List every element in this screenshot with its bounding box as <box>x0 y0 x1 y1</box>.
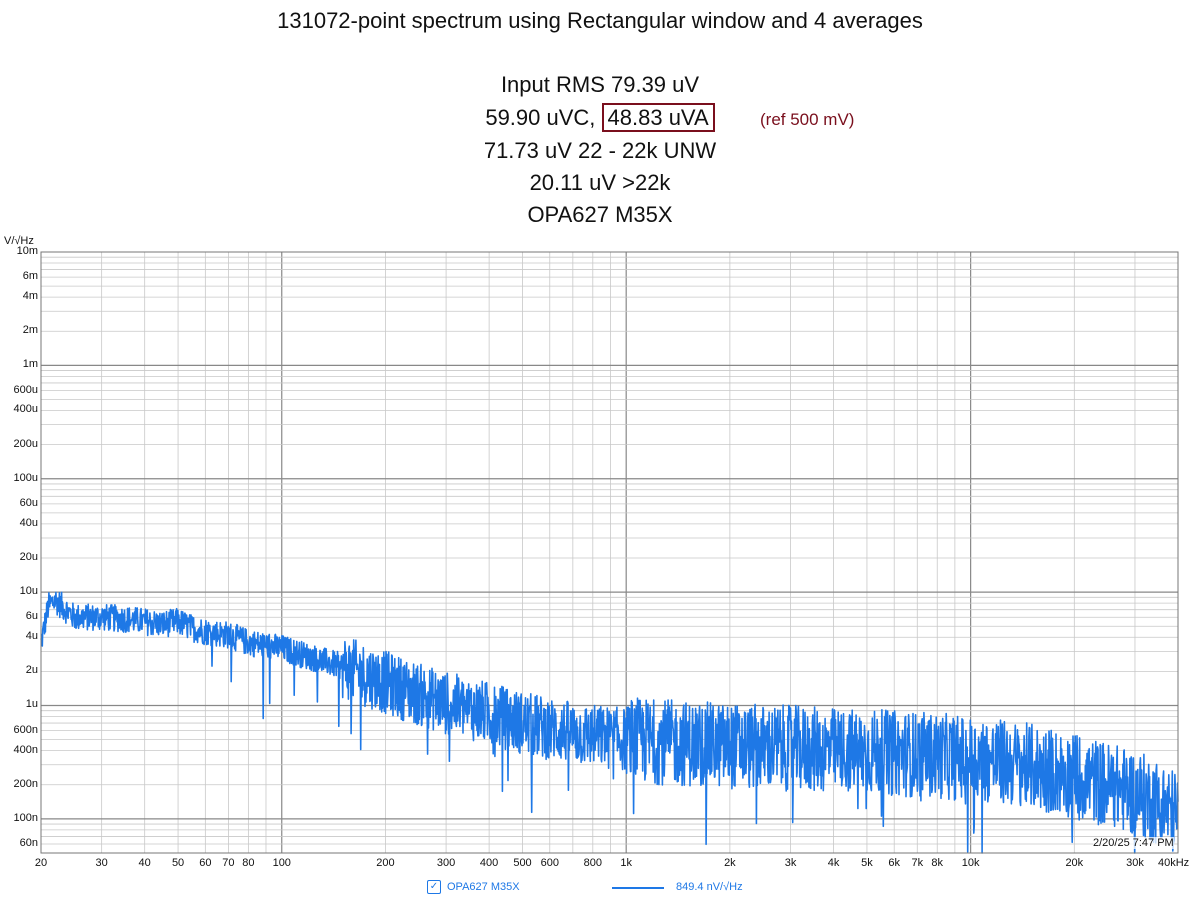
x-tick-label: 1k <box>620 857 632 869</box>
y-tick-label: 200u <box>13 437 38 450</box>
series-line-opa627 <box>40 591 1179 854</box>
y-tick-label: 4u <box>25 630 38 643</box>
x-tick-label: 10k <box>961 857 980 869</box>
x-tick-label: 2k <box>724 857 736 869</box>
y-tick-label: 600n <box>13 723 38 736</box>
y-tick-label: 2u <box>25 664 38 677</box>
x-tick-label: 400 <box>479 857 499 869</box>
x-tick-label: 3k <box>784 857 797 869</box>
y-tick-label: 100u <box>13 471 38 484</box>
x-tick-label: 100 <box>272 857 291 869</box>
x-tick-label: 200 <box>376 857 395 869</box>
above-22k-level: 20.11 uV >22k <box>529 170 671 195</box>
x-tick-label: 800 <box>583 857 602 869</box>
chart-title: 131072-point spectrum using Rectangular … <box>277 8 923 33</box>
y-tick-label: 600u <box>13 383 38 396</box>
x-tick-label: 70 <box>222 857 235 869</box>
trace-layer <box>40 591 1179 854</box>
y-tick-label: 1u <box>25 698 38 711</box>
y-tick-label: 6u <box>25 610 38 623</box>
x-tick-label: 60 <box>199 857 212 869</box>
x-tick-label: 6k <box>888 857 901 869</box>
x-tick-label: 40 <box>138 857 151 869</box>
x-tick-label: 20 <box>34 857 48 869</box>
reference-level: (ref 500 mV) <box>760 110 855 129</box>
y-tick-label: 10u <box>19 585 38 598</box>
x-tick-label: 600 <box>540 857 559 869</box>
y-tick-label: 60u <box>19 496 38 509</box>
y-tick-label: 2m <box>22 324 38 337</box>
y-tick-label: 100n <box>13 811 38 824</box>
x-tick-label: 4k <box>827 857 840 869</box>
weighted-levels: 59.90 uVC, 48.83 uVA <box>0 103 1200 132</box>
x-tick-label: 5k <box>861 857 873 869</box>
x-tick-label: 30 <box>95 857 108 869</box>
input-rms: Input RMS 79.39 uV <box>500 72 700 97</box>
x-tick-label: 40kHz <box>1158 857 1190 869</box>
legend-checkbox[interactable]: ✓ <box>427 880 441 894</box>
legend-series-name[interactable]: OPA627 M35X <box>447 881 520 893</box>
y-tick-label: 10m <box>16 245 38 257</box>
y-tick-label: 200n <box>13 777 38 790</box>
y-tick-label: 400n <box>13 743 38 756</box>
x-tick-label: 80 <box>242 857 255 869</box>
uva-value: 48.83 uVA <box>601 103 715 132</box>
uvc-value: 59.90 uVC, <box>485 105 596 130</box>
legend-line-swatch <box>612 887 664 889</box>
x-tick-label: 30k <box>1126 857 1144 869</box>
device-name: OPA627 M35X <box>527 202 673 227</box>
y-tick-label: 20u <box>19 550 38 563</box>
plot-frame <box>40 251 1179 854</box>
x-tick-label: 50 <box>171 857 185 869</box>
timestamp: 2/20/25 7:47 PM <box>1093 837 1174 849</box>
y-tick-label: 400u <box>13 403 38 416</box>
x-tick-label: 20k <box>1065 857 1084 869</box>
y-tick-label: 4m <box>22 290 38 303</box>
unweighted-level: 71.73 uV 22 - 22k UNW <box>483 138 717 163</box>
x-tick-label: 8k <box>931 857 944 869</box>
y-tick-label: 60n <box>19 837 38 850</box>
grid-lines <box>40 252 1179 854</box>
y-tick-label: 40u <box>19 516 38 529</box>
x-tick-label: 300 <box>436 857 456 869</box>
x-tick-label: 7k <box>911 857 924 869</box>
x-tick-label: 500 <box>513 857 532 869</box>
legend-cursor-value: 849.4 nV/√Hz <box>676 881 743 893</box>
y-axis-unit: V/√Hz <box>4 235 34 247</box>
y-tick-label: 6m <box>22 270 38 283</box>
y-tick-label: 1m <box>22 358 38 371</box>
